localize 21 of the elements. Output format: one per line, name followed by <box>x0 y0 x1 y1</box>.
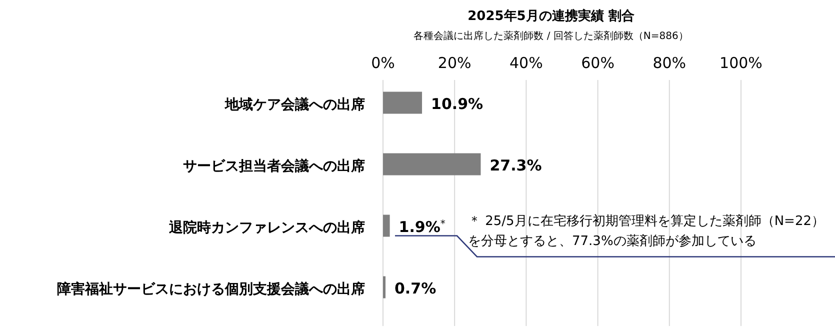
data-label: 1.9%$^{*}$ <box>398 218 446 236</box>
y-tick-label: 地域ケア会議への出席 <box>224 96 365 113</box>
y-tick-label: サービス担当者会議への出席 <box>183 157 365 174</box>
bar <box>383 214 390 237</box>
x-tick-label: 20% <box>438 54 472 72</box>
bar <box>383 276 386 298</box>
data-label: 0.7% <box>394 279 436 298</box>
x-tick-label: 100% <box>720 54 762 72</box>
x-tick-label: 40% <box>510 54 543 72</box>
data-label: 10.9% <box>431 94 484 113</box>
y-tick-label: 障害福祉サービスにおける個別支援会議への出席 <box>57 280 365 298</box>
x-tick-label: 60% <box>581 54 614 72</box>
y-tick-label: 退院時カンファレンスへの出席 <box>168 218 365 236</box>
annotation: ＊ 25/5月に在宅移行初期管理料を算定した薬剤師（N=22）を分母とすると、77.3%の薬剤師が参加している <box>468 212 826 251</box>
chart-subtitle: 各種会議に出席した薬剤師数 / 回答した薬剤師数（N=886） <box>414 30 688 42</box>
chart-title: 2025年5月の連携実績 割合 <box>468 8 634 24</box>
data-label: 27.3% <box>490 156 542 174</box>
x-tick-label: 0% <box>371 54 395 72</box>
bar <box>383 153 481 176</box>
x-tick-label: 80% <box>652 54 686 72</box>
bar <box>383 92 422 114</box>
